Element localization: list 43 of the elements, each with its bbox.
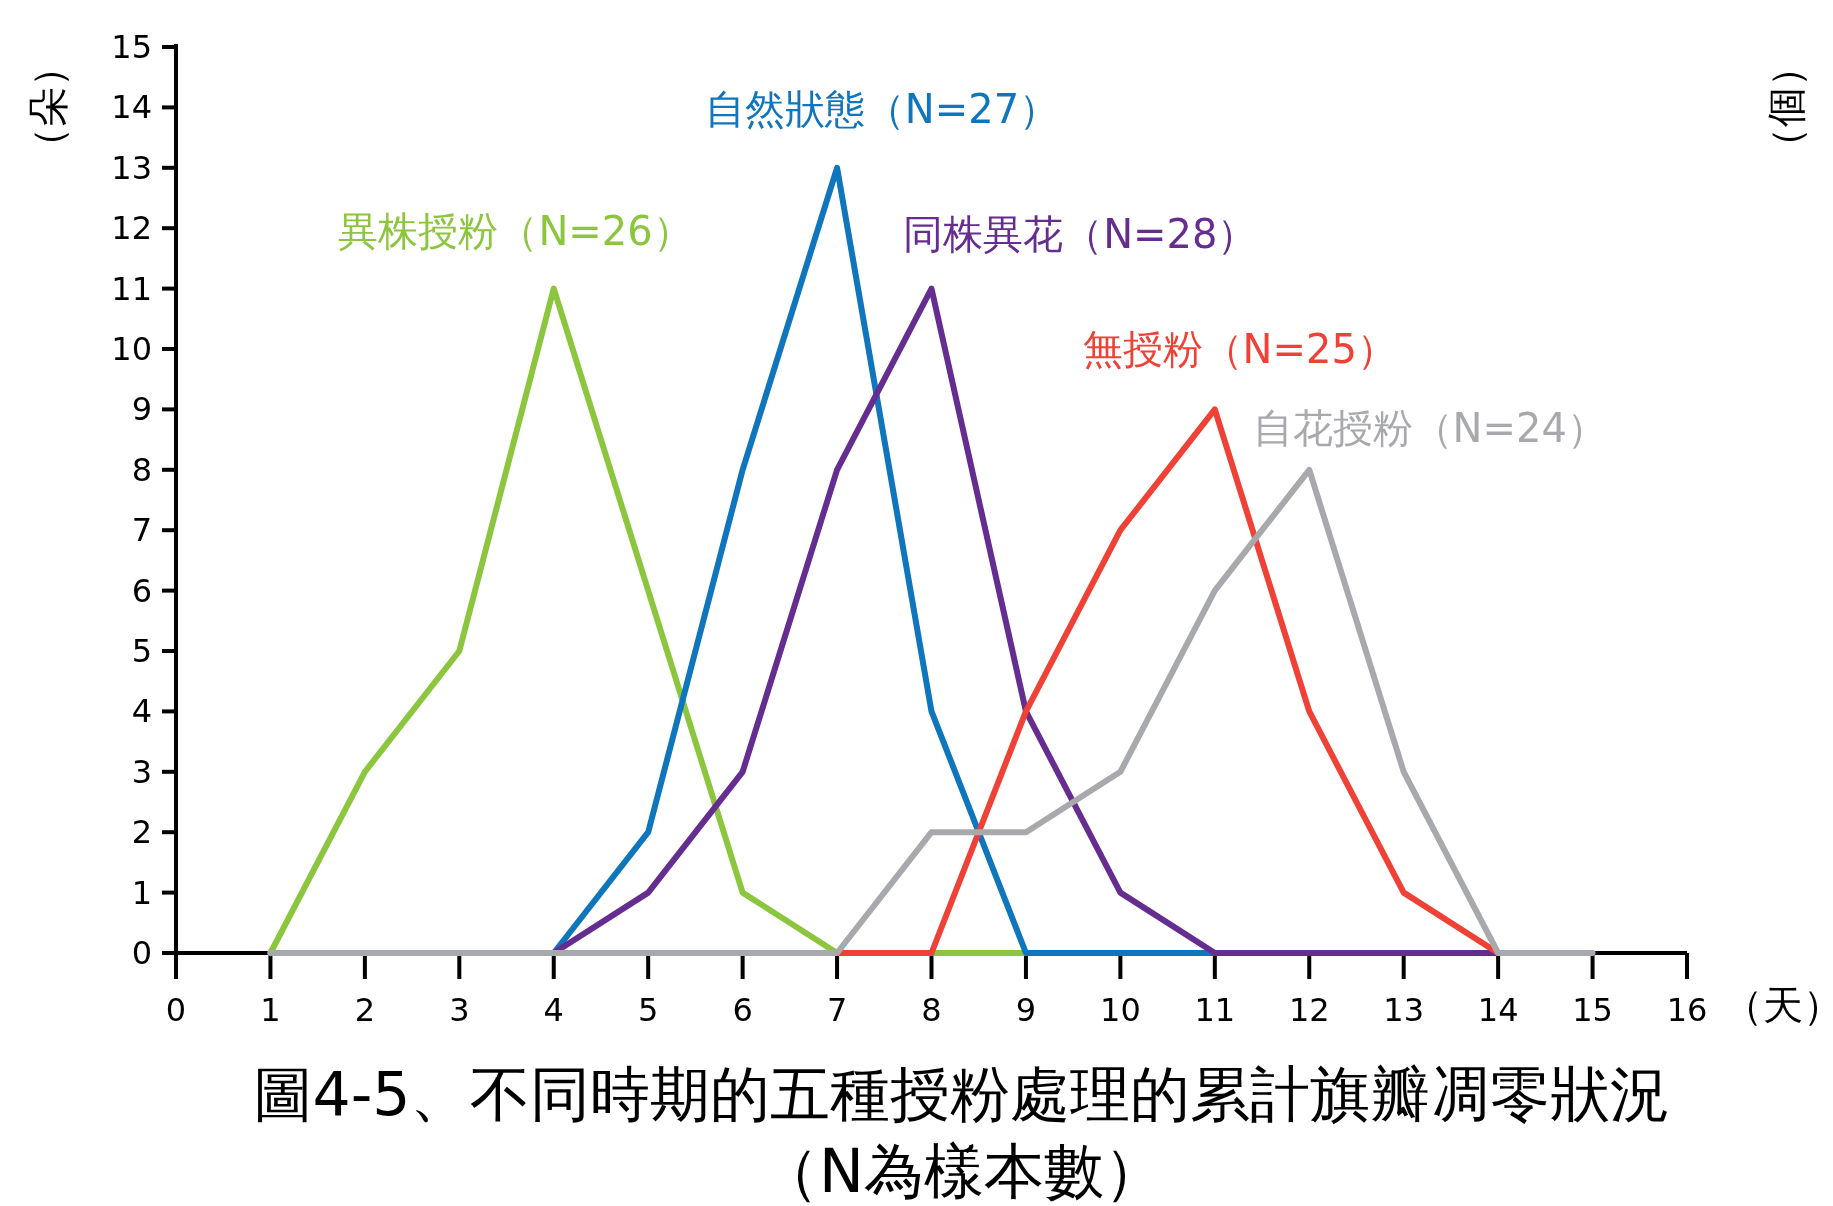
y-tick-label: 2 [131, 813, 152, 852]
y-tick-label: 0 [131, 934, 152, 972]
text: （N為樣本數） [759, 1136, 1164, 1206]
x-tick-label: 6 [732, 991, 753, 1029]
x-tick-label: 4 [543, 991, 564, 1029]
x-tick-label: 0 [165, 991, 187, 1029]
x-tick-label: 2 [354, 991, 376, 1029]
x-tick-label: 15 [1572, 991, 1613, 1029]
y-tick-label: 13 [111, 148, 152, 187]
y2-axis-title: （個） [1763, 47, 1809, 167]
y-tick-label: 5 [131, 632, 152, 670]
y-tick-label: 14 [111, 88, 152, 127]
x-tick-label: 5 [638, 991, 659, 1029]
y-tick-label: 11 [111, 269, 152, 308]
y-tick-label: 10 [111, 330, 152, 368]
y-tick-label: 3 [131, 752, 152, 791]
y-tick-label: 6 [131, 571, 152, 610]
x-tick-label: 14 [1477, 991, 1519, 1029]
y-tick-label: 12 [111, 209, 152, 248]
series-label: 自花授粉（N=24） [1252, 404, 1607, 451]
y-tick-label: 8 [131, 450, 152, 489]
y-tick-label: 9 [131, 390, 152, 429]
series-label: 自然狀態（N=27） [704, 86, 1060, 133]
y-tick-label: 15 [111, 28, 152, 66]
x-tick-label: 10 [1100, 991, 1141, 1029]
y-axis-title: （朵） [25, 47, 71, 167]
y-tick-label: 4 [131, 692, 152, 731]
x-tick-label: 16 [1666, 991, 1708, 1029]
series-label: 無授粉（N=25） [1082, 326, 1397, 372]
x-tick-label: 8 [921, 991, 942, 1029]
x-tick-label: 9 [1015, 991, 1037, 1029]
x-axis-title: （天） [1723, 982, 1833, 1028]
x-tick-label: 12 [1288, 991, 1330, 1029]
text: 圖4-5、不同時期的五種授粉處理的累計旗瓣凋零狀況 [252, 1059, 1671, 1129]
x-tick-label: 7 [826, 991, 848, 1029]
x-tick-label: 13 [1383, 991, 1425, 1029]
x-tick-label: 1 [260, 991, 281, 1029]
x-tick-label: 11 [1194, 991, 1236, 1029]
x-tick-label: 3 [449, 991, 470, 1029]
series-label: 同株異花（N=28） [903, 211, 1258, 258]
y-tick-label: 7 [131, 511, 152, 550]
y-tick-label: 1 [131, 873, 152, 912]
series-label: 異株授粉（N=26） [338, 208, 693, 255]
